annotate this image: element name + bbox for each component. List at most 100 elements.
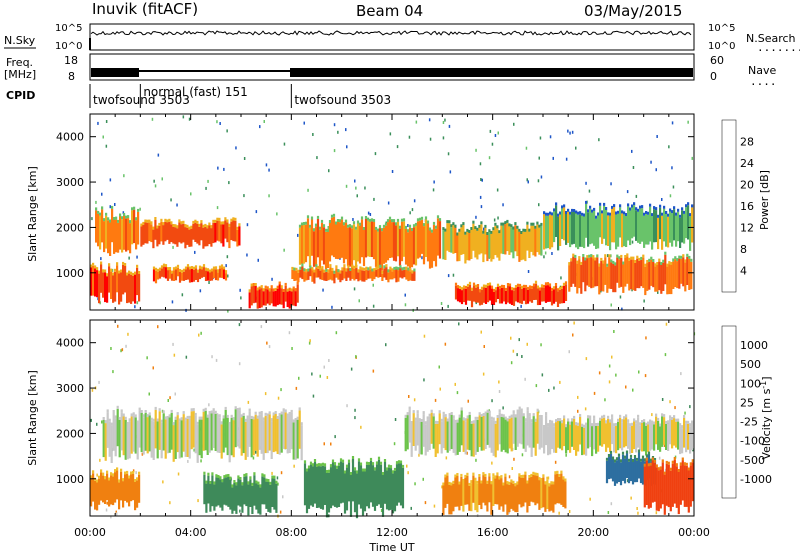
echo-cell [104,423,107,461]
echo-cell [454,422,457,456]
echo-fringe-cell [98,270,101,274]
echo-cell [647,424,650,452]
echo-cell [351,459,355,502]
echo-fringe-cell [620,254,623,258]
echo-cell [300,425,303,461]
echo-cell [564,481,567,509]
echo-cell [268,291,271,306]
echo-cell [304,224,308,263]
speckle-cell [496,188,499,192]
echo-fringe-cell [594,257,597,261]
echo-cell [549,422,552,455]
echo-fringe-cell [458,228,461,232]
echo-cell [611,417,614,445]
echo-fringe-cell [665,420,668,424]
echo-cell [460,476,463,506]
echo-fringe-cell [581,212,584,216]
echo-cell [371,271,374,281]
echo-fringe-cell [494,475,497,479]
echo-cell [573,418,576,450]
echo-fringe-cell [230,218,233,222]
echo-fringe-cell [376,228,380,232]
echo-fringe-cell [156,418,159,422]
echo-cell [607,418,610,448]
echo-cell [486,286,490,303]
echo-fringe-cell [486,283,490,286]
echo-fringe-cell [665,460,668,464]
echo-cell [488,476,491,503]
speckle-cell [148,392,150,396]
echo-fringe-cell [388,216,392,220]
echo-cell [358,225,362,264]
speckle-cell [254,450,257,454]
echo-fringe-cell [614,262,617,266]
echo-cell [536,224,539,253]
echo-fringe-cell [420,419,423,422]
speckle-cell [661,198,663,201]
echo-fringe-cell [278,281,281,285]
echo-fringe-cell [633,202,636,206]
echo-cell [545,215,548,249]
freq-unit: [MHz] [4,68,36,81]
echo-cell [534,475,537,506]
echo-fringe-cell [676,258,679,262]
echo-fringe-cell [656,262,659,265]
echo-fringe-cell [528,413,531,417]
speckle-cell [480,205,483,209]
echo-fringe-cell [321,462,325,466]
echo-cell [357,272,360,282]
echo-fringe-cell [554,471,557,475]
speckle-cell [568,510,571,513]
echo-fringe-cell [347,265,350,269]
echo-cell [367,465,371,509]
echo-fringe-cell [510,224,513,228]
echo-fringe-cell [268,288,271,292]
speckle-cell [691,156,693,160]
echo-cell [516,484,519,513]
echo-cell [617,421,620,451]
echo-cell [657,470,660,512]
speckle-cell [115,512,118,516]
echo-fringe-cell [336,219,340,222]
echo-fringe-cell [343,470,347,474]
echo-fringe-cell [204,223,207,227]
echo-cell [655,210,658,243]
echo-fringe-cell [504,287,508,291]
echo-fringe-cell [224,406,227,410]
echo-cell [510,482,513,509]
speckle-cell [216,206,219,210]
echo-fringe-cell [640,256,643,260]
echo-fringe-cell [606,263,609,267]
echo-cell [514,288,518,302]
speckle-cell [101,420,103,424]
speckle-cell [153,179,155,183]
echo-fringe-cell [446,472,449,476]
echo-cell [502,225,505,255]
speckle-cell [173,353,176,357]
speckle-cell [353,287,356,291]
echo-fringe-cell [642,254,645,258]
echo-fringe-cell [335,465,339,469]
echo-cell [311,466,315,507]
speckle-cell [527,270,530,273]
echo-fringe-cell [202,264,206,268]
echo-fringe-cell [119,213,122,217]
echo-cell [580,264,583,294]
speckle-cell [217,166,219,170]
echo-cell [402,221,406,257]
echo-cell [685,423,688,453]
echo-fringe-cell [288,412,291,415]
x-tick-label: 04:00 [175,526,207,539]
echo-cell [258,289,261,309]
echo-fringe-cell [595,215,598,219]
echo-cell [464,477,467,505]
speckle-cell [265,163,268,167]
speckle-cell [205,186,207,190]
echo-fringe-cell [547,423,550,427]
echo-cell [518,409,521,444]
echo-cell [134,417,137,454]
echo-fringe-cell [228,223,231,227]
speckle-cell [540,343,542,347]
echo-fringe-cell [687,420,690,424]
